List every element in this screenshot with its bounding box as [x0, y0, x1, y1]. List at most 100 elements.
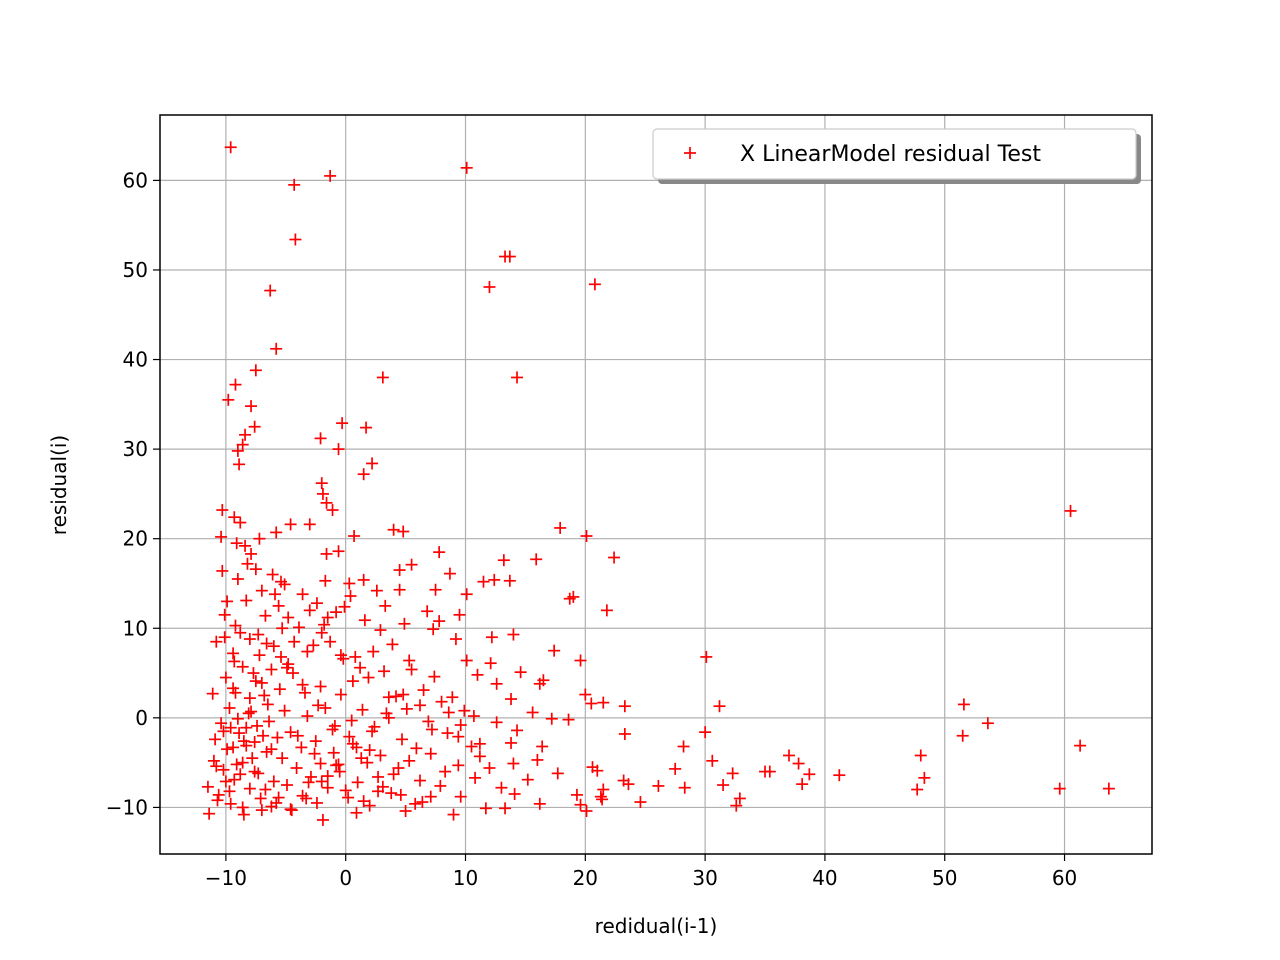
data-point — [344, 590, 357, 603]
data-point — [310, 796, 323, 809]
data-point — [339, 784, 352, 797]
data-point — [251, 719, 264, 732]
data-point — [332, 545, 345, 558]
data-point — [319, 701, 332, 714]
data-point — [247, 667, 260, 680]
data-point — [551, 767, 564, 780]
data-point — [424, 747, 437, 760]
data-point — [374, 749, 387, 762]
data-point — [521, 773, 534, 786]
legend-label: X LinearModel residual Test — [740, 142, 1041, 167]
data-point — [288, 178, 301, 191]
x-tick-label: 30 — [692, 866, 717, 890]
data-point — [443, 567, 456, 580]
data-point — [290, 762, 303, 775]
data-point — [227, 741, 240, 754]
data-point — [307, 639, 320, 652]
data-point — [201, 780, 214, 793]
data-point — [597, 783, 610, 796]
data-point — [211, 794, 224, 807]
data-point — [386, 638, 399, 651]
data-point — [346, 675, 359, 688]
data-point — [1102, 782, 1115, 795]
data-point — [357, 573, 370, 586]
data-point — [240, 721, 253, 734]
data-point — [350, 741, 363, 754]
data-point — [435, 695, 448, 708]
data-point — [490, 677, 503, 690]
data-point — [275, 650, 288, 663]
data-point — [280, 779, 293, 792]
data-point — [253, 532, 266, 545]
data-point — [503, 574, 516, 587]
data-point — [358, 614, 371, 627]
data-point — [376, 780, 389, 793]
data-point — [236, 438, 249, 451]
data-point — [276, 622, 289, 635]
data-point — [409, 797, 422, 810]
data-point — [273, 683, 286, 696]
data-point — [433, 615, 446, 628]
data-point — [320, 496, 333, 509]
data-point — [231, 573, 244, 586]
data-point — [210, 635, 223, 648]
data-point — [218, 631, 231, 644]
data-point — [253, 649, 266, 662]
data-point — [233, 458, 246, 471]
data-point — [1064, 504, 1077, 517]
data-point — [497, 554, 510, 567]
data-point — [330, 759, 343, 772]
data-point — [447, 808, 460, 821]
data-point — [324, 169, 337, 182]
x-tick-label: −10 — [205, 866, 247, 890]
data-point — [458, 704, 471, 717]
data-point — [267, 640, 280, 653]
y-tick-label: 10 — [123, 616, 148, 640]
data-point — [237, 735, 250, 748]
data-point — [567, 590, 580, 603]
data-point — [460, 654, 473, 667]
data-point — [282, 611, 295, 624]
data-point — [334, 688, 347, 701]
data-point — [249, 563, 262, 576]
data-point — [596, 793, 609, 806]
data-point — [357, 468, 370, 481]
data-point — [350, 806, 363, 819]
data-point — [622, 778, 635, 791]
data-point — [366, 725, 379, 738]
data-point — [321, 611, 334, 624]
data-point — [588, 278, 601, 291]
data-point — [303, 604, 316, 617]
data-point — [255, 584, 268, 597]
y-tick-label: 60 — [123, 168, 148, 192]
data-point — [591, 764, 604, 777]
legend: X LinearModel residual Test — [652, 128, 1141, 184]
data-point — [618, 700, 631, 713]
data-point — [327, 746, 340, 759]
data-point — [366, 457, 379, 470]
data-point — [266, 568, 279, 581]
data-point — [403, 754, 416, 767]
data-point — [918, 771, 931, 784]
data-point — [562, 713, 575, 726]
data-point — [460, 161, 473, 174]
data-point — [296, 678, 309, 691]
data-point — [234, 768, 247, 781]
data-point — [600, 604, 613, 617]
data-point — [209, 733, 222, 746]
data-point — [428, 670, 441, 683]
ticks-layer: −10 0 10 20 30 40 50 60 −10 0 10 20 30 40 50 60 — [106, 168, 1077, 890]
data-point — [726, 767, 739, 780]
data-point — [367, 645, 380, 658]
data-point — [471, 668, 484, 681]
y-tick-label: 30 — [123, 437, 148, 461]
data-point — [271, 731, 284, 744]
data-point — [318, 618, 331, 631]
data-point — [301, 710, 314, 723]
data-point — [324, 635, 337, 648]
data-point — [234, 516, 247, 529]
data-point — [312, 699, 325, 712]
data-point — [421, 605, 434, 618]
data-point — [422, 715, 435, 728]
data-point — [248, 765, 261, 778]
